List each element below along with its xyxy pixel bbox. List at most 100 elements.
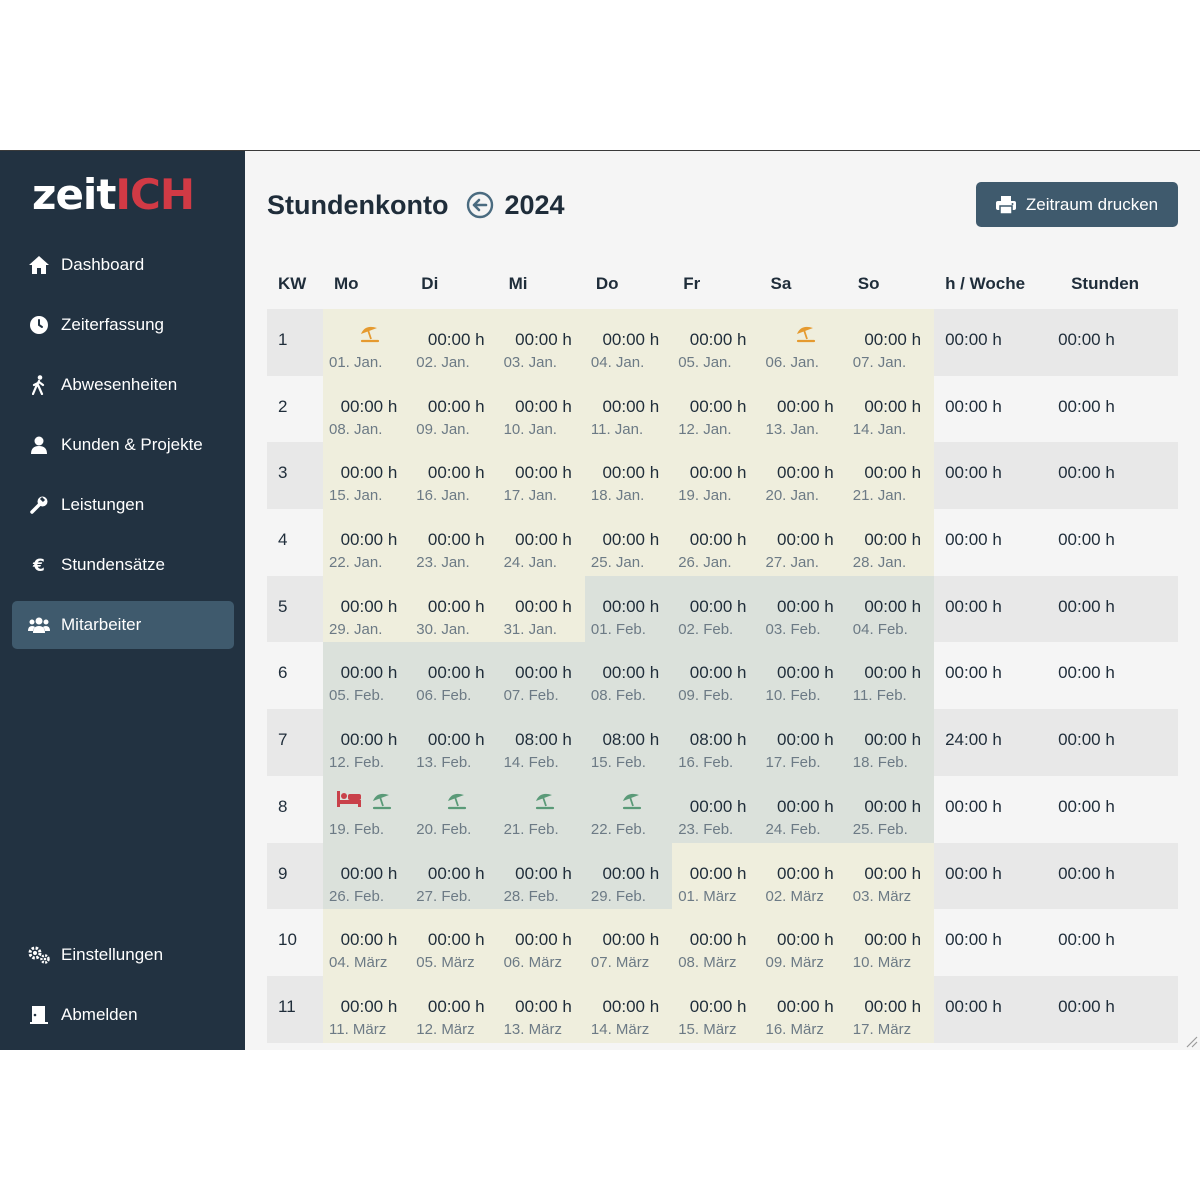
- day-cell[interactable]: 00:00 h 23. Feb.: [672, 775, 760, 843]
- day-hours: 00:00 h: [689, 663, 747, 683]
- day-cell[interactable]: 00:00 h 12. Feb.: [323, 709, 411, 776]
- day-cell[interactable]: 00:00 h 15. März: [672, 975, 760, 1043]
- day-cell[interactable]: 00:00 h 25. Jan.: [584, 509, 673, 576]
- day-cell[interactable]: 00:00 h 08. März: [672, 909, 760, 976]
- previous-year-button[interactable]: [466, 191, 494, 219]
- day-cell[interactable]: 00:00 h 19. Jan.: [672, 442, 760, 510]
- day-cell[interactable]: 00:00 h 25. Feb.: [846, 775, 935, 843]
- day-cell[interactable]: 00:00 h 02. Feb.: [672, 575, 760, 643]
- day-cell[interactable]: 00:00 h 05. Feb.: [323, 642, 411, 710]
- day-hours: 00:00 h: [689, 530, 747, 550]
- day-cell[interactable]: 00:00 h 16. Jan.: [410, 442, 498, 510]
- day-cell[interactable]: 00:00 h 20. Jan.: [759, 442, 847, 510]
- day-cell[interactable]: 08:00 h 16. Feb.: [672, 709, 760, 776]
- day-cell[interactable]: 00:00 h 01. März: [672, 842, 760, 910]
- day-cell[interactable]: 00:00 h 18. Jan.: [584, 442, 673, 510]
- sidebar-item-kunden-projekte[interactable]: Kunden & Projekte: [12, 421, 234, 469]
- day-cell[interactable]: 01. Jan.: [323, 309, 411, 376]
- day-cell[interactable]: 00:00 h 29. Feb.: [584, 842, 673, 910]
- resize-handle-icon[interactable]: [1184, 1034, 1198, 1048]
- week-hours: 24:00 h: [945, 730, 1002, 750]
- day-cell[interactable]: 00:00 h 03. März: [846, 842, 935, 910]
- logo[interactable]: zeit ICH: [32, 169, 195, 219]
- day-cell[interactable]: 00:00 h 08. Feb.: [584, 642, 673, 710]
- day-cell[interactable]: 00:00 h 10. Feb.: [759, 642, 847, 710]
- day-cell[interactable]: 00:00 h 31. Jan.: [497, 575, 585, 643]
- day-cell[interactable]: 00:00 h 04. Feb.: [846, 575, 935, 643]
- day-cell[interactable]: 00:00 h 17. März: [846, 975, 935, 1043]
- day-cell[interactable]: 00:00 h 28. Jan.: [846, 509, 935, 576]
- day-cell[interactable]: 00:00 h 27. Jan.: [759, 509, 847, 576]
- day-cell[interactable]: 00:00 h 12. März: [410, 975, 498, 1043]
- day-cell[interactable]: 00:00 h 13. Feb.: [410, 709, 498, 776]
- day-date: 04. Jan.: [590, 354, 645, 371]
- day-cell[interactable]: 00:00 h 27. Feb.: [410, 842, 498, 910]
- day-cell[interactable]: 00:00 h 10. März: [846, 909, 935, 976]
- print-period-button[interactable]: Zeitraum drucken: [976, 182, 1178, 227]
- day-date: 01. März: [678, 887, 737, 905]
- sidebar-item-leistungen[interactable]: Leistungen: [12, 481, 234, 529]
- day-cell[interactable]: 00:00 h 10. Jan.: [497, 375, 585, 443]
- day-cell[interactable]: 22. Feb.: [584, 775, 673, 843]
- day-cell[interactable]: 00:00 h 17. Jan.: [497, 442, 585, 510]
- day-cell[interactable]: 00:00 h 22. Jan.: [323, 509, 411, 576]
- day-hours: 00:00 h: [602, 663, 660, 683]
- day-cell[interactable]: 00:00 h 12. Jan.: [672, 375, 760, 443]
- day-cell[interactable]: 00:00 h 13. März: [497, 975, 585, 1043]
- sidebar-item-mitarbeiter[interactable]: Mitarbeiter: [12, 601, 234, 649]
- day-cell[interactable]: 00:00 h 07. März: [584, 909, 673, 976]
- day-cell[interactable]: 00:00 h 29. Jan.: [323, 575, 411, 643]
- sidebar-item-abmelden[interactable]: Abmelden: [12, 991, 234, 1039]
- day-cell[interactable]: 00:00 h 18. Feb.: [846, 709, 935, 776]
- day-date: 21. Jan.: [852, 487, 907, 505]
- holiday-umbrella-icon: [371, 791, 393, 811]
- day-cell[interactable]: 00:00 h 04. März: [323, 909, 411, 976]
- day-cell[interactable]: 00:00 h 11. Jan.: [584, 375, 673, 443]
- day-cell[interactable]: 00:00 h 15. Jan.: [323, 442, 411, 510]
- sidebar-item-abwesenheiten[interactable]: Abwesenheiten: [12, 361, 234, 409]
- day-cell[interactable]: 00:00 h 16. März: [759, 975, 847, 1043]
- day-cell[interactable]: 00:00 h 09. März: [759, 909, 847, 976]
- day-cell[interactable]: 00:00 h 09. Jan.: [410, 375, 498, 443]
- day-cell[interactable]: 00:00 h 04. Jan.: [584, 309, 673, 376]
- sidebar-item-zeiterfassung[interactable]: Zeiterfassung: [12, 301, 234, 349]
- table-row: 8 19. Feb. 20. Feb. 21. Feb. 22. Feb. 00:00 h…: [267, 775, 1178, 843]
- day-cell[interactable]: 00:00 h 23. Jan.: [410, 509, 498, 576]
- day-cell[interactable]: 00:00 h 03. Jan.: [497, 309, 585, 376]
- day-cell[interactable]: 00:00 h 11. März: [323, 975, 411, 1043]
- day-cell[interactable]: 00:00 h 26. Feb.: [323, 842, 411, 910]
- day-cell[interactable]: 00:00 h 06. März: [497, 909, 585, 976]
- day-cell[interactable]: 00:00 h 09. Feb.: [672, 642, 760, 710]
- day-cell[interactable]: 00:00 h 02. Jan.: [410, 309, 498, 376]
- day-cell[interactable]: 19. Feb.: [323, 775, 411, 843]
- day-cell[interactable]: 00:00 h 30. Jan.: [410, 575, 498, 643]
- day-cell[interactable]: 08:00 h 15. Feb.: [584, 709, 673, 776]
- day-cell[interactable]: 00:00 h 14. März: [584, 975, 673, 1043]
- sidebar-item-dashboard[interactable]: Dashboard: [12, 241, 234, 289]
- day-cell[interactable]: 00:00 h 24. Jan.: [497, 509, 585, 576]
- day-cell[interactable]: 00:00 h 14. Jan.: [846, 375, 935, 443]
- day-cell[interactable]: 00:00 h 24. Feb.: [759, 775, 847, 843]
- day-cell[interactable]: 08:00 h 14. Feb.: [497, 709, 585, 776]
- day-cell[interactable]: 21. Feb.: [497, 775, 585, 843]
- day-cell[interactable]: 00:00 h 05. Jan.: [672, 309, 760, 376]
- day-cell[interactable]: 00:00 h 08. Jan.: [323, 375, 411, 443]
- day-cell[interactable]: 00:00 h 28. Feb.: [497, 842, 585, 910]
- sidebar-item-einstellungen[interactable]: Einstellungen: [12, 931, 234, 979]
- day-cell[interactable]: 00:00 h 03. Feb.: [759, 575, 847, 643]
- day-cell[interactable]: 00:00 h 13. Jan.: [759, 375, 847, 443]
- day-cell[interactable]: 00:00 h 21. Jan.: [846, 442, 935, 510]
- day-cell[interactable]: 00:00 h 07. Feb.: [497, 642, 585, 710]
- sidebar-item-stundensätze[interactable]: € Stundensätze: [12, 541, 234, 589]
- day-cell[interactable]: 20. Feb.: [410, 775, 498, 843]
- day-cell[interactable]: 00:00 h 26. Jan.: [672, 509, 760, 576]
- day-cell[interactable]: 00:00 h 02. März: [759, 842, 847, 910]
- day-cell[interactable]: 00:00 h 11. Feb.: [846, 642, 935, 710]
- day-cell[interactable]: 00:00 h 01. Feb.: [584, 575, 673, 643]
- day-cell[interactable]: 00:00 h 05. März: [410, 909, 498, 976]
- users-icon: [28, 614, 50, 636]
- day-cell[interactable]: 00:00 h 17. Feb.: [759, 709, 847, 776]
- day-cell[interactable]: 06. Jan.: [759, 309, 847, 376]
- day-cell[interactable]: 00:00 h 06. Feb.: [410, 642, 498, 710]
- day-cell[interactable]: 00:00 h 07. Jan.: [846, 309, 935, 376]
